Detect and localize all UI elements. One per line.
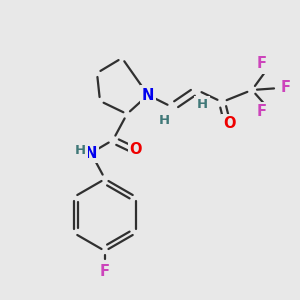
Text: H: H	[158, 115, 169, 128]
Text: H: H	[74, 145, 86, 158]
Text: F: F	[257, 56, 267, 71]
Text: F: F	[281, 80, 291, 95]
Text: O: O	[130, 142, 142, 158]
Text: N: N	[85, 146, 97, 160]
Text: F: F	[257, 104, 267, 119]
Text: N: N	[142, 88, 154, 103]
Text: H: H	[196, 98, 208, 110]
Text: O: O	[223, 116, 235, 131]
Text: F: F	[100, 263, 110, 278]
